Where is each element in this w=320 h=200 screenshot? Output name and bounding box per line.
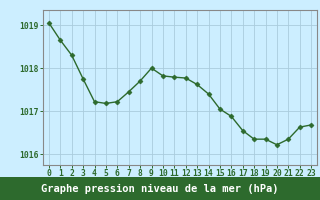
Text: Graphe pression niveau de la mer (hPa): Graphe pression niveau de la mer (hPa) [41, 183, 279, 194]
